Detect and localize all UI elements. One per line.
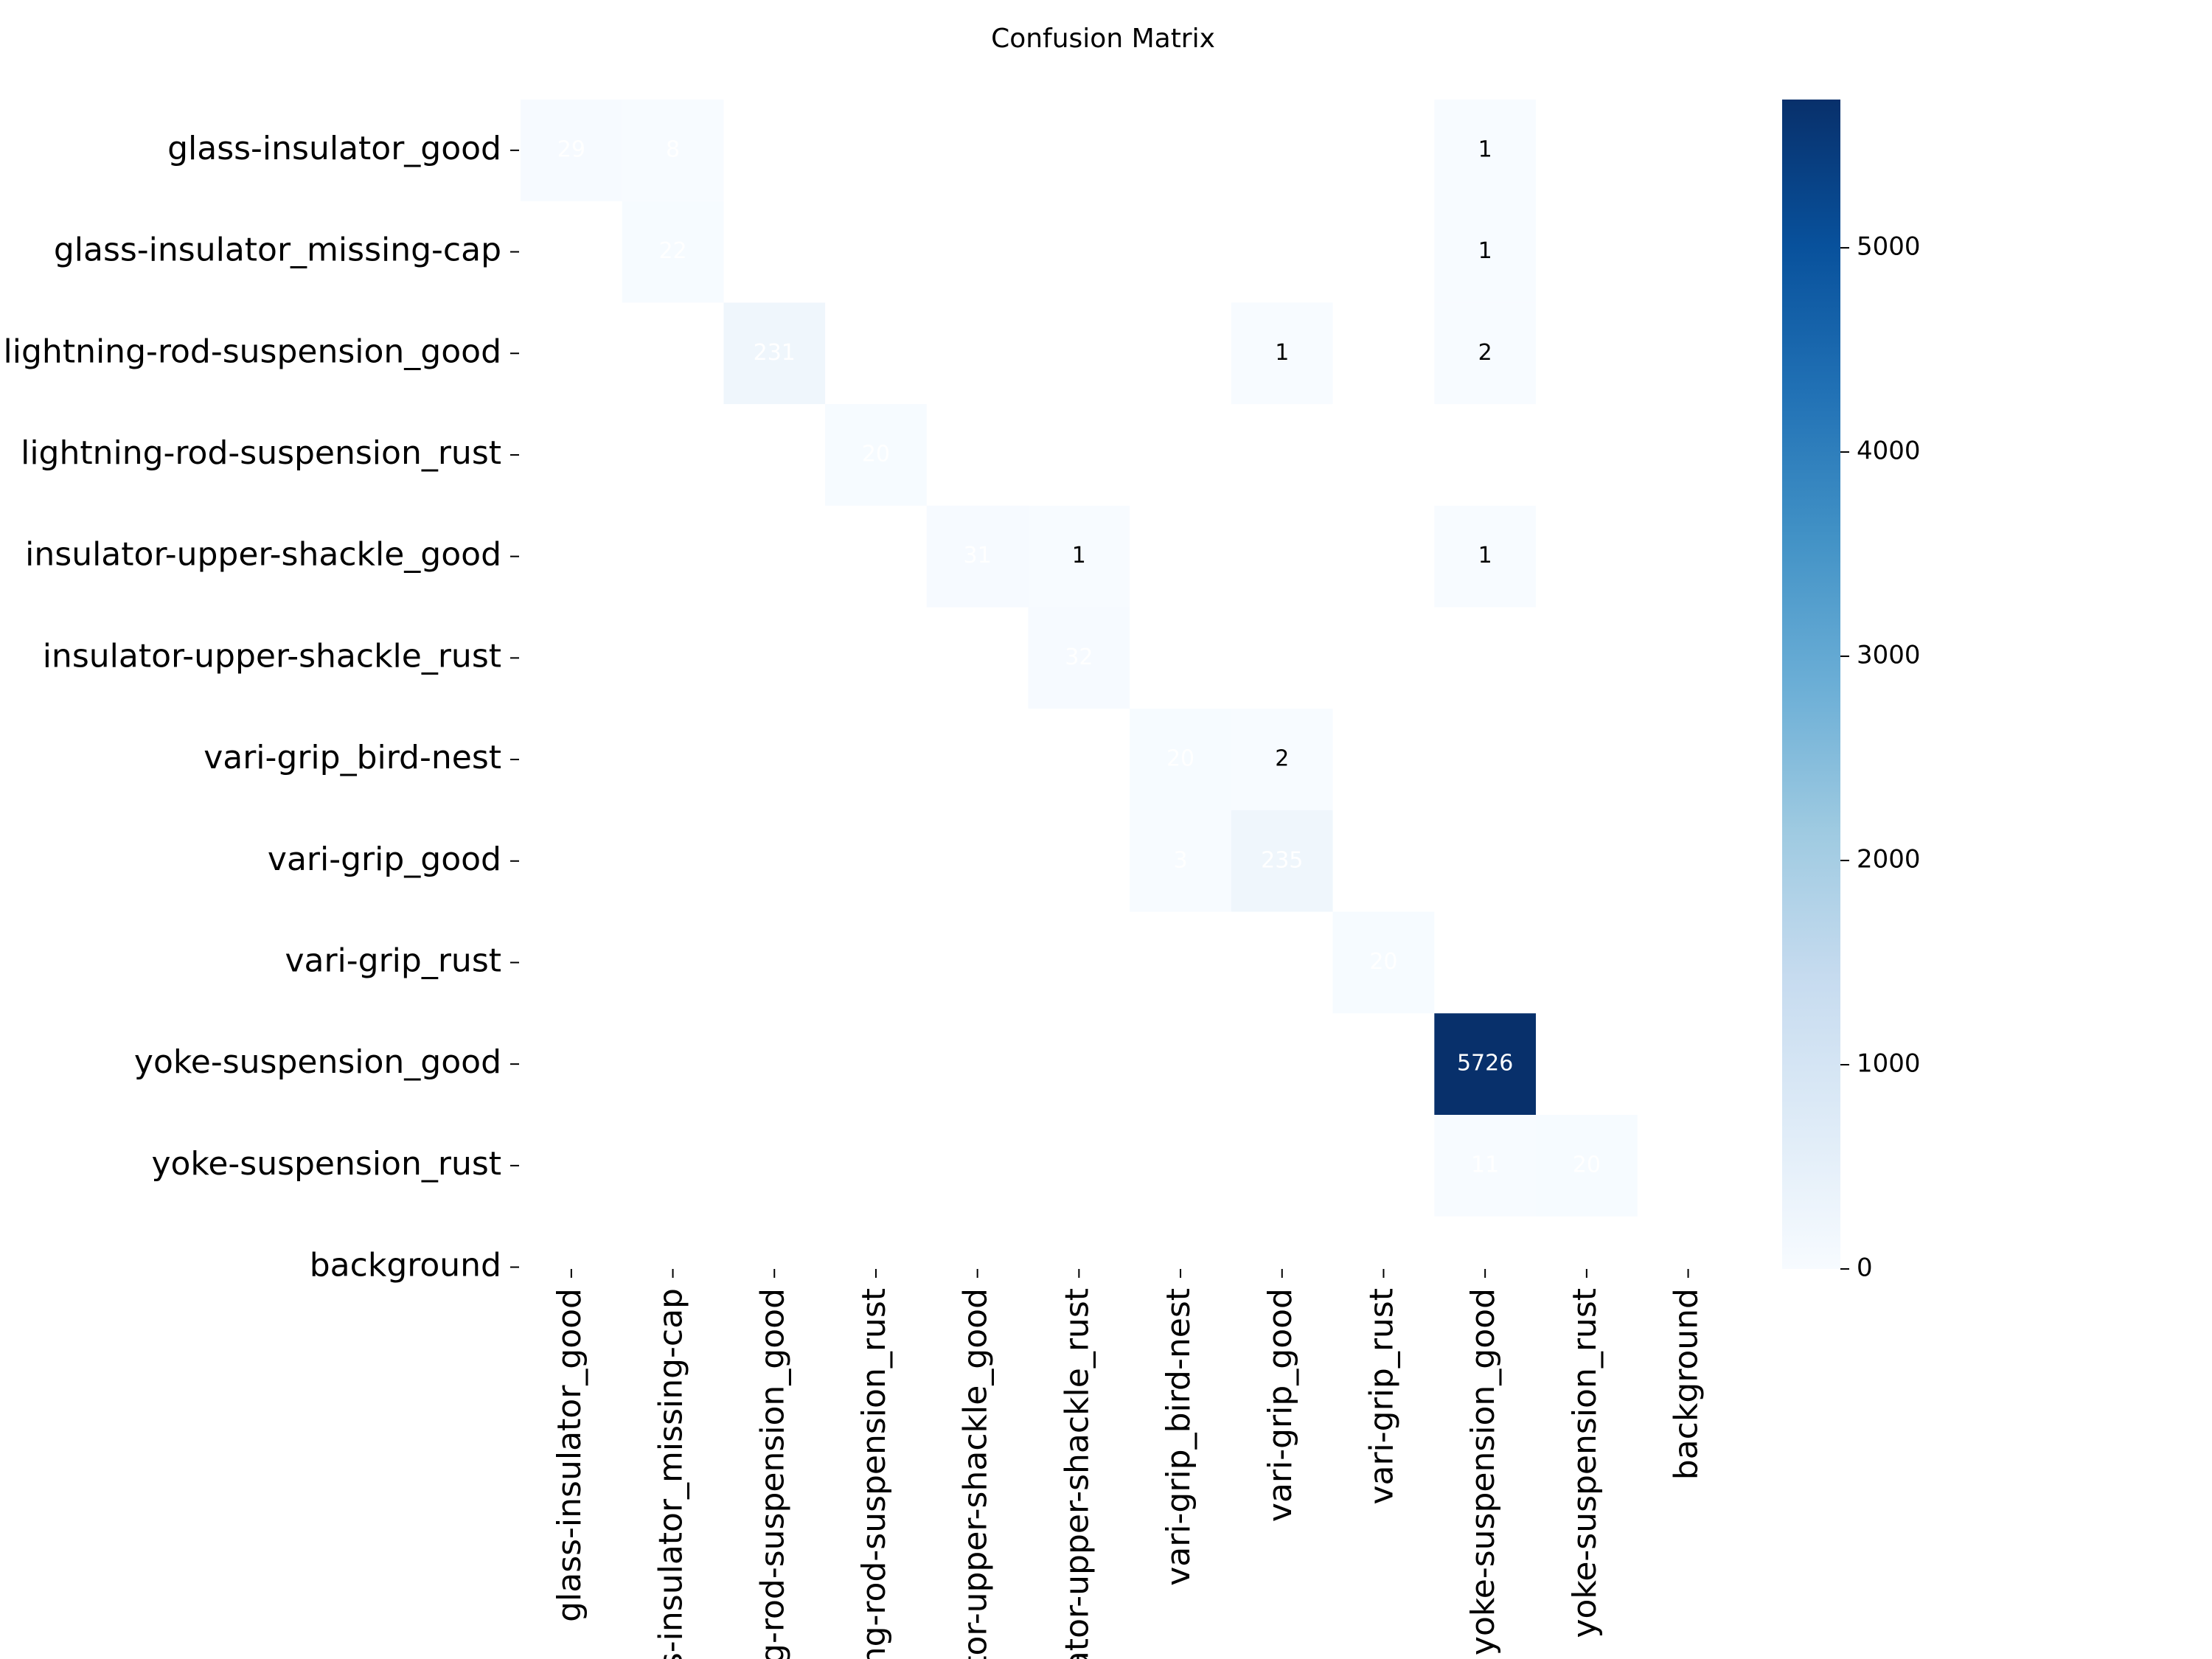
heatmap-cell [1130, 810, 1231, 912]
colorbar-tick-label: 5000 [1857, 232, 1921, 262]
heatmap-cell [1434, 505, 1536, 608]
heatmap-cell [1231, 810, 1333, 912]
heatmap-cell [1332, 911, 1435, 1014]
cell-label: 22 [658, 238, 686, 264]
x-tick-label: glass-insulator_good [551, 1288, 588, 1622]
x-tick-label: vari-grip_bird-nest [1160, 1288, 1197, 1586]
heatmap-cell [1434, 302, 1536, 405]
chart-title: Confusion Matrix [991, 24, 1215, 54]
heatmap-cell [825, 404, 927, 506]
y-tick-label: vari-grip_good [268, 841, 501, 878]
cell-label: 20 [1369, 949, 1397, 975]
cell-label: 3 [1174, 847, 1188, 873]
heatmap-cell [1231, 302, 1333, 405]
heatmap-cell [1434, 1013, 1536, 1115]
cell-label: 2 [1275, 746, 1289, 772]
heatmap-cell [926, 505, 1029, 608]
cell-label: 1 [1478, 543, 1492, 568]
heatmap-cell [1130, 709, 1231, 810]
cell-label: 2 [1478, 340, 1492, 366]
heatmap-cell [622, 201, 724, 303]
heatmap-cell [521, 100, 622, 201]
y-tick-label: glass-insulator_good [167, 130, 501, 167]
cell-label: 31 [964, 543, 992, 568]
colorbar-tick-label: 2000 [1857, 845, 1921, 874]
y-tick-label: lightning-rod-suspension_rust [21, 434, 501, 472]
colorbar-tick-label: 3000 [1857, 641, 1921, 670]
cell-label: 1 [1478, 136, 1492, 162]
cell-label: 1 [1275, 340, 1289, 366]
colorbar-tick-label: 4000 [1857, 437, 1921, 466]
y-tick-label: insulator-upper-shackle_good [25, 536, 501, 574]
cell-label: 29 [557, 136, 585, 162]
cell-label: 11 [1471, 1152, 1499, 1178]
y-tick-label: vari-grip_bird-nest [204, 739, 501, 776]
y-tick-label: glass-insulator_missing-cap [54, 232, 501, 269]
cell-label: 235 [1261, 847, 1303, 873]
heatmap-cell [1434, 100, 1536, 201]
y-tick-label: yoke-suspension_good [134, 1043, 501, 1081]
heatmap-cell [1231, 709, 1333, 810]
heatmap-cell [1536, 1115, 1638, 1217]
heatmap-cell [1028, 505, 1130, 608]
cell-label: 1 [1072, 543, 1086, 568]
x-tick-label: vari-grip_good [1262, 1288, 1299, 1522]
x-tick-label: yoke-suspension_good [1464, 1288, 1502, 1655]
colorbar [1782, 100, 1840, 1269]
heatmap-cell [622, 100, 724, 201]
cell-label: 8 [666, 136, 680, 162]
y-tick-label: insulator-upper-shackle_rust [43, 637, 501, 675]
heatmap-cell [1028, 607, 1130, 709]
cell-label: 32 [1065, 644, 1093, 670]
x-tick-label: vari-grip_rust [1363, 1288, 1400, 1505]
heatmap-cell [723, 302, 826, 405]
x-tick-label: lightning-rod-suspension_rust [855, 1288, 893, 1659]
y-tick-label: vari-grip_rust [285, 942, 501, 979]
x-tick-label: lightning-rod-suspension_good [754, 1288, 791, 1659]
x-tick-label: glass-insulator_missing-cap [653, 1288, 690, 1659]
x-tick-label: background [1668, 1288, 1705, 1480]
cell-label: 5726 [1457, 1051, 1513, 1077]
x-tick-label: insulator-upper-shackle_good [957, 1288, 995, 1659]
cell-label: 20 [1166, 746, 1194, 772]
colorbar-tick-label: 1000 [1857, 1049, 1921, 1079]
cell-label: 1 [1478, 238, 1492, 264]
heatmap-cell [1434, 1115, 1536, 1217]
cell-label: 20 [862, 441, 890, 467]
cell-label: 20 [1573, 1152, 1601, 1178]
x-tick-label: yoke-suspension_rust [1566, 1288, 1604, 1638]
y-tick-label: lightning-rod-suspension_good [4, 333, 501, 370]
colorbar-tick-label: 0 [1857, 1253, 1873, 1283]
heatmap-cell [1434, 201, 1536, 303]
cell-label: 231 [754, 340, 796, 366]
x-tick-label: insulator-upper-shackle_rust [1058, 1288, 1096, 1659]
y-tick-label: background [310, 1247, 501, 1284]
y-tick-label: yoke-suspension_rust [151, 1145, 501, 1183]
